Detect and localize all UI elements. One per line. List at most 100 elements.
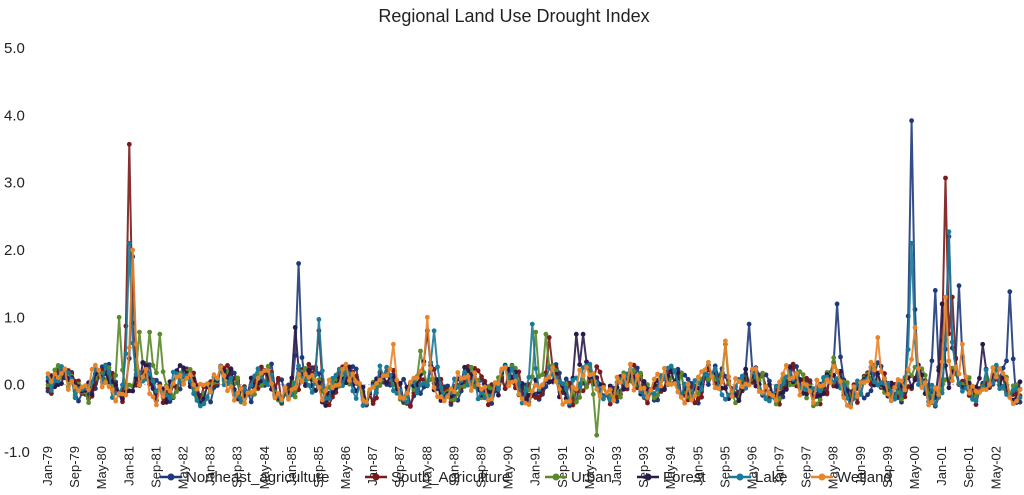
- data-point: [120, 382, 125, 388]
- data-point: [672, 381, 677, 386]
- data-point: [1007, 395, 1013, 400]
- data-point: [966, 390, 972, 396]
- data-point: [418, 368, 423, 374]
- data-point: [109, 387, 115, 393]
- data-point: [624, 383, 630, 388]
- data-point: [905, 347, 911, 352]
- data-point: [1000, 383, 1006, 389]
- data-point: [496, 387, 501, 392]
- data-point: [838, 354, 843, 360]
- data-point: [133, 342, 139, 347]
- data-point: [939, 301, 945, 307]
- data-point: [306, 361, 312, 367]
- data-point: [611, 398, 616, 403]
- data-point: [262, 379, 268, 385]
- data-point: [909, 384, 914, 389]
- data-point: [221, 373, 227, 378]
- x-tick-label: Sep-99: [880, 446, 895, 488]
- data-point: [93, 362, 98, 368]
- data-point: [231, 397, 237, 403]
- data-point: [126, 240, 132, 246]
- data-point: [678, 394, 684, 400]
- data-point: [177, 373, 183, 378]
- data-point: [157, 331, 163, 337]
- data-point: [513, 374, 518, 379]
- data-point: [309, 390, 315, 395]
- data-point: [922, 380, 928, 386]
- data-point: [502, 365, 508, 370]
- data-point: [634, 365, 640, 371]
- data-point: [909, 240, 914, 246]
- legend-label: South_Agriculture: [391, 469, 510, 486]
- data-point: [414, 390, 420, 396]
- data-point: [641, 385, 647, 391]
- data-point: [760, 390, 765, 395]
- data-point: [980, 341, 986, 347]
- data-point: [783, 363, 789, 368]
- data-point: [377, 377, 383, 383]
- data-point: [150, 378, 156, 384]
- data-point: [699, 387, 704, 393]
- data-point: [496, 392, 501, 398]
- data-point: [563, 386, 569, 391]
- x-tick-label: May-90: [501, 446, 516, 489]
- x-tick-label: Sep-91: [555, 446, 570, 488]
- data-point: [86, 387, 91, 392]
- data-point: [272, 395, 278, 401]
- data-point: [936, 368, 942, 373]
- data-point: [817, 397, 823, 403]
- data-point: [418, 348, 423, 354]
- data-point: [956, 283, 962, 289]
- data-point: [408, 404, 413, 409]
- data-point: [1010, 356, 1016, 362]
- data-point: [265, 368, 271, 374]
- data-point: [736, 379, 742, 384]
- data-point: [872, 367, 877, 373]
- data-point: [733, 376, 738, 381]
- data-point: [225, 388, 230, 394]
- x-tick-label: May-96: [744, 446, 759, 489]
- data-point: [62, 366, 68, 372]
- data-point: [577, 367, 583, 373]
- legend-swatch-marker: [167, 473, 175, 481]
- data-point: [59, 371, 64, 376]
- data-point: [977, 375, 982, 381]
- data-point: [513, 378, 518, 384]
- data-point: [550, 365, 555, 370]
- data-point: [394, 377, 400, 383]
- data-point: [668, 363, 674, 369]
- data-point: [811, 400, 816, 406]
- data-point: [424, 382, 430, 388]
- x-tick-label: Sep-79: [67, 446, 82, 488]
- data-point: [330, 390, 335, 396]
- data-point: [553, 379, 559, 384]
- data-point: [238, 398, 244, 404]
- data-point: [919, 385, 925, 390]
- data-point: [1007, 289, 1013, 295]
- x-tick-label: May-80: [94, 446, 109, 489]
- data-point: [1010, 388, 1016, 393]
- data-point: [997, 366, 1003, 371]
- data-point: [821, 382, 826, 388]
- data-point: [899, 396, 904, 402]
- data-point: [939, 359, 945, 365]
- data-point: [1004, 358, 1009, 364]
- data-point: [292, 394, 298, 400]
- data-point: [855, 400, 860, 405]
- data-point: [201, 401, 207, 407]
- data-point: [800, 372, 806, 377]
- data-point: [827, 380, 833, 385]
- data-point: [909, 357, 914, 362]
- data-point: [838, 379, 843, 384]
- data-point: [546, 374, 552, 380]
- data-point: [973, 398, 979, 404]
- data-point: [147, 371, 153, 376]
- data-point: [479, 374, 484, 379]
- data-point: [719, 379, 725, 385]
- y-tick-label: -1.0: [4, 444, 30, 461]
- data-point: [580, 388, 586, 394]
- data-point: [655, 386, 660, 392]
- legend-item: Urban: [545, 469, 612, 486]
- data-point: [164, 399, 169, 405]
- data-point: [560, 401, 566, 407]
